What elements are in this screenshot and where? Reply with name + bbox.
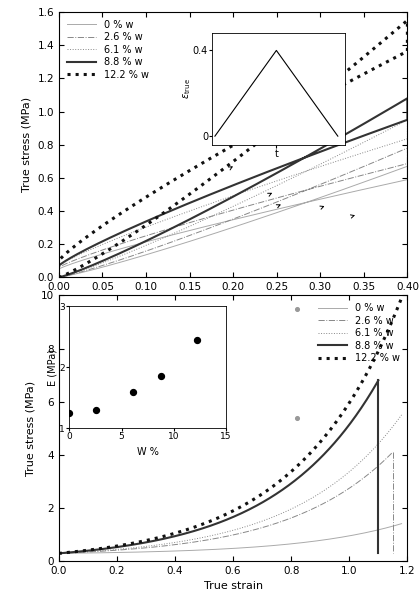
Legend: 0 % w, 2.6 % w, 6.1 % w, 8.8 % w, 12.2 % w: 0 % w, 2.6 % w, 6.1 % w, 8.8 % w, 12.2 %…: [64, 17, 152, 83]
Y-axis label: True stress (MPa): True stress (MPa): [25, 380, 35, 476]
X-axis label: True strain: True strain: [204, 298, 262, 308]
Point: [294, 304, 300, 314]
Y-axis label: True stress (MPa): True stress (MPa): [22, 97, 32, 192]
X-axis label: True strain: True strain: [204, 581, 262, 591]
Legend: 0 % w, 2.6 % w, 6.1 % w, 8.8 % w, 12.2 % w: 0 % w, 2.6 % w, 6.1 % w, 8.8 % w, 12.2 %…: [315, 300, 402, 366]
Point: [294, 412, 300, 422]
